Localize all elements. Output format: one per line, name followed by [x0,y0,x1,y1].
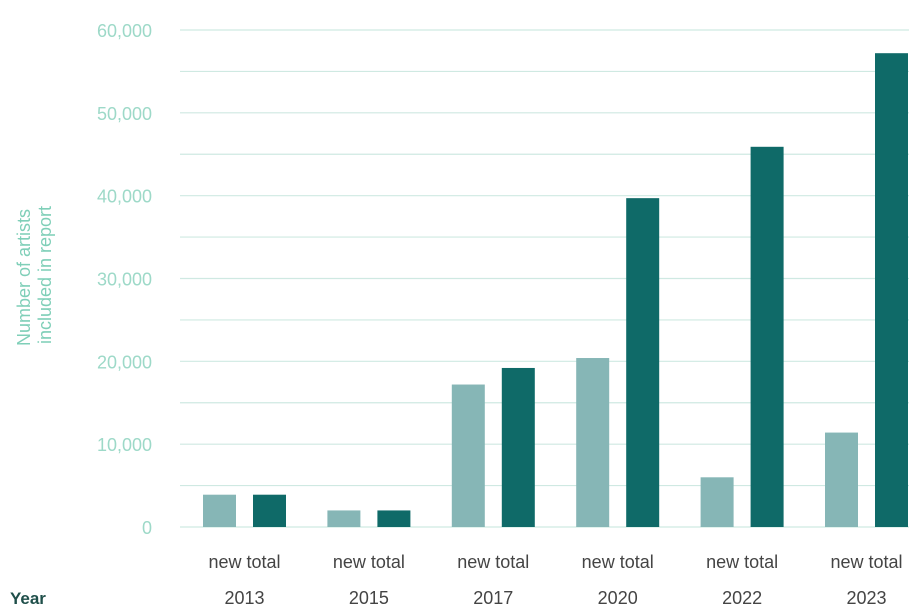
y-tick-label: 60,000 [97,21,152,41]
bar-new-2022 [700,477,734,527]
bar-new-2013 [203,494,236,527]
y-axis-label: Number of artists included in report [14,204,55,346]
x-category-sublabel: new total [208,552,280,572]
x-category-sublabel: new total [706,552,778,572]
y-axis-label-line-1: Number of artists [14,209,34,346]
x-category-year: 2020 [598,588,638,608]
bar-total-2020 [626,198,660,527]
y-tick-label: 20,000 [97,352,152,372]
x-axis-title: Year [10,589,46,608]
x-category-year: 2017 [473,588,513,608]
x-category-sublabel: new total [333,552,405,572]
y-axis-ticks: 0 10,000 20,000 30,000 40,000 50,000 60,000 [97,21,152,538]
bar-total-2023 [875,53,908,528]
bar-new-2017 [451,384,485,527]
bar-new-2023 [825,432,858,527]
bar-new-2020 [576,358,610,527]
x-category-sublabel: new total [582,552,654,572]
x-category-year: 2015 [349,588,389,608]
bar-total-2015 [377,510,411,527]
x-category-year: 2022 [722,588,762,608]
x-axis-categories: new total 2013 new total 2015 new total 2017 n… [208,552,902,608]
x-category-year: 2013 [224,588,264,608]
bar-total-2017 [501,367,535,527]
x-category-year: 2023 [846,588,886,608]
y-tick-label: 0 [142,518,152,538]
bar-total-2013 [253,494,286,527]
x-category-sublabel: new total [830,552,902,572]
bar-total-2022 [750,146,784,528]
y-axis-label-line-2: included in report [35,206,55,344]
bar-new-2015 [327,510,361,527]
gridlines [180,29,909,528]
y-tick-label: 50,000 [97,104,152,124]
y-tick-label: 10,000 [97,435,152,455]
y-tick-label: 30,000 [97,270,152,290]
bars [203,53,908,528]
y-tick-label: 40,000 [97,187,152,207]
x-category-sublabel: new total [457,552,529,572]
